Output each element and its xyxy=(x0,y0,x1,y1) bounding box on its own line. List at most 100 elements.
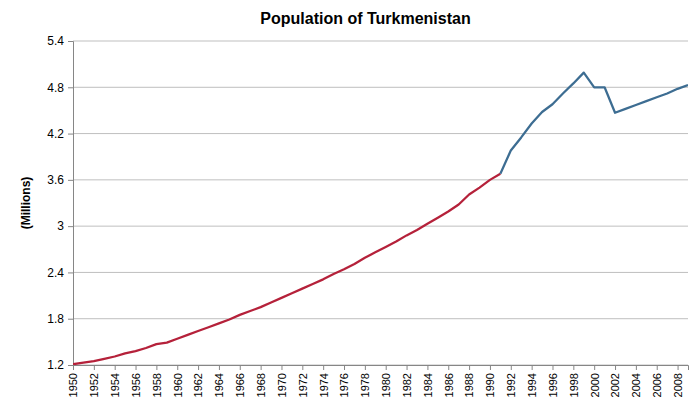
x-tick: 1974 xyxy=(318,365,330,397)
x-tick: 2008 xyxy=(672,365,684,397)
x-tick-mark xyxy=(407,365,408,370)
x-tick: 1992 xyxy=(505,365,517,397)
x-tick-mark xyxy=(344,365,345,370)
x-tick-mark xyxy=(73,365,74,370)
x-tick-mark xyxy=(365,365,366,370)
x-tick-mark xyxy=(448,365,449,370)
x-tick: 1956 xyxy=(130,365,142,397)
x-tick-label: 1966 xyxy=(234,373,246,397)
x-tick-label: 1964 xyxy=(213,373,225,397)
y-tick-mark xyxy=(68,365,73,366)
x-tick-label: 2002 xyxy=(609,373,621,397)
title: Population of Turkmenistan xyxy=(260,10,470,27)
x-tick-label: 1954 xyxy=(109,373,121,397)
grid-line xyxy=(73,272,688,273)
x-tick-mark xyxy=(615,365,616,370)
x-tick-label: 1998 xyxy=(568,373,580,397)
x-tick-mark xyxy=(302,365,303,370)
x-tick-mark xyxy=(636,365,637,370)
grid-line xyxy=(73,133,688,134)
y-tick-label: 4.8 xyxy=(47,81,64,95)
x-tick: 1986 xyxy=(443,365,455,397)
grid-line xyxy=(73,41,688,42)
x-tick-mark xyxy=(136,365,137,370)
x-tick: 1994 xyxy=(526,365,538,397)
x-tick: 1962 xyxy=(192,365,204,397)
x-tick: 1952 xyxy=(88,365,100,397)
x-tick: 1982 xyxy=(401,365,413,397)
y-tick-label: 2.4 xyxy=(47,266,64,280)
x-tick-label: 1996 xyxy=(547,373,559,397)
x-tick: 1958 xyxy=(151,365,163,397)
x-tick: 1980 xyxy=(380,365,392,397)
x-tick-mark xyxy=(678,365,679,370)
x-tick: 1954 xyxy=(109,365,121,397)
x-tick-mark xyxy=(573,365,574,370)
x-axis-line xyxy=(74,366,689,371)
x-tick-mark xyxy=(511,365,512,370)
chart: 1.2 1.8 2.4 3 3.6 4.2 4.8 5.4 1950 1952 1954 1956 19… xyxy=(0,0,700,414)
x-tick: 2004 xyxy=(630,365,642,397)
y-axis: 1.2 1.8 2.4 3 3.6 4.2 4.8 5.4 xyxy=(47,34,73,372)
x-tick-label: 1992 xyxy=(505,373,517,397)
x-tick-mark xyxy=(532,365,533,370)
x-tick-label: 1978 xyxy=(359,373,371,397)
y-tick: 2.4 xyxy=(47,266,73,280)
x-tick-mark xyxy=(323,365,324,370)
x-tick-mark xyxy=(427,365,428,370)
series-line xyxy=(73,174,500,365)
y-tick: 4.2 xyxy=(47,127,73,141)
x-tick: 1964 xyxy=(213,365,225,397)
x-tick-mark xyxy=(219,365,220,370)
x-tick-label: 2000 xyxy=(589,373,601,397)
x-tick-mark xyxy=(261,365,262,370)
x-tick: 1978 xyxy=(359,365,371,397)
x-tick: 2006 xyxy=(651,365,663,397)
y-tick-label: 1.2 xyxy=(47,358,64,372)
x-tick-mark xyxy=(177,365,178,370)
x-tick: 1960 xyxy=(172,365,184,397)
x-tick-label: 1984 xyxy=(422,373,434,397)
y-tick-label: 5.4 xyxy=(47,34,64,48)
x-tick: 1966 xyxy=(234,365,246,397)
x-tick-label: 2004 xyxy=(630,373,642,397)
x-tick: 1972 xyxy=(297,365,309,397)
x-tick-mark xyxy=(281,365,282,370)
x-tick: 1970 xyxy=(276,365,288,397)
y-tick: 3.6 xyxy=(47,173,73,187)
x-tick: 1968 xyxy=(255,365,267,397)
y-tick-label: 3.6 xyxy=(47,173,64,187)
x-tick-label: 1952 xyxy=(88,373,100,397)
grid xyxy=(73,41,688,365)
x-tick: 2000 xyxy=(589,365,601,397)
y-tick: 4.8 xyxy=(47,81,73,95)
x-tick-label: 1988 xyxy=(463,373,475,397)
grid-line xyxy=(73,226,688,227)
x-tick-label: 1968 xyxy=(255,373,267,397)
x-tick-label: 1960 xyxy=(172,373,184,397)
y-tick: 1.2 xyxy=(47,358,73,372)
x-tick-label: 1994 xyxy=(526,373,538,397)
x-tick-mark xyxy=(657,365,658,370)
x-tick-label: 1970 xyxy=(276,373,288,397)
x-tick-label: 1974 xyxy=(318,373,330,397)
series-line xyxy=(500,73,688,174)
x-tick: 1976 xyxy=(338,365,350,397)
x-tick-mark xyxy=(198,365,199,370)
x-tick-mark xyxy=(490,365,491,370)
x-tick-label: 1990 xyxy=(484,373,496,397)
y-tick-label: 3 xyxy=(57,219,64,233)
y-tick-mark xyxy=(68,180,73,181)
x-tick: 1950 xyxy=(67,365,79,397)
x-tick: 1998 xyxy=(568,365,580,397)
grid-line xyxy=(73,318,688,319)
x-tick-mark xyxy=(240,365,241,370)
x-tick: 1990 xyxy=(484,365,496,397)
y-tick: 1.8 xyxy=(47,312,73,326)
y-tick: 3 xyxy=(57,219,73,233)
x-tick-mark xyxy=(469,365,470,370)
x-tick: 1988 xyxy=(463,365,475,397)
x-tick-label: 1976 xyxy=(338,373,350,397)
x-tick-label: 1962 xyxy=(192,373,204,397)
y-tick-label: 1.8 xyxy=(47,312,64,326)
